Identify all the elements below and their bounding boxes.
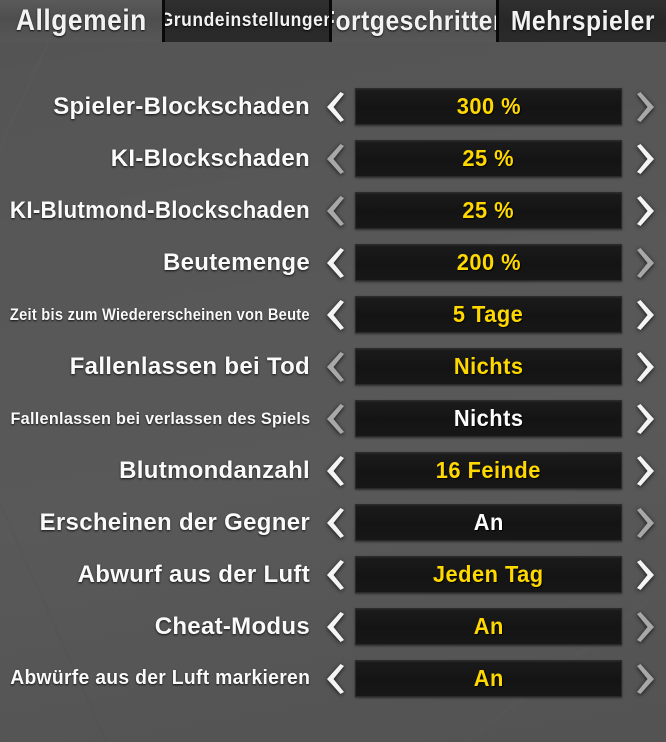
setting-value-box[interactable]: 25 % (355, 192, 622, 229)
setting-label: Zeit bis zum Wiedererscheinen von Beute (10, 305, 310, 324)
setting-row: Beutemenge 200 % (0, 244, 666, 296)
chevron-left-icon[interactable] (321, 192, 351, 229)
chevron-left-icon[interactable] (321, 660, 351, 697)
settings-list: Spieler-Blockschaden 300 % KI-Blockschaden… (0, 88, 666, 712)
setting-label: Beutemenge (162, 249, 310, 276)
chevron-right-icon[interactable] (630, 88, 660, 125)
tab-grundeinstellungen[interactable]: Grundeinstellungen (165, 0, 332, 42)
setting-row: Fallenlassen bei Tod Nichts (0, 348, 666, 400)
setting-value: An (473, 613, 504, 639)
setting-row: Abwurf aus der Luft Jeden Tag (0, 556, 666, 608)
chevron-left-icon[interactable] (321, 608, 351, 645)
tab-label: Grundeinstellungen (165, 10, 332, 31)
setting-row: Zeit bis zum Wiedererscheinen von Beute 5… (0, 296, 666, 348)
chevron-right-icon[interactable] (630, 660, 660, 697)
setting-row: KI-Blockschaden 25 % (0, 140, 666, 192)
setting-value: An (473, 665, 504, 691)
chevron-right-icon[interactable] (630, 504, 660, 541)
setting-row: KI-Blutmond-Blockschaden 25 % (0, 192, 666, 244)
setting-value: 16 Feinde (435, 457, 542, 483)
setting-value: Jeden Tag (433, 561, 544, 587)
setting-value: Nichts (453, 353, 524, 379)
setting-value-box[interactable]: Nichts (355, 348, 622, 385)
setting-value-box[interactable]: 300 % (355, 88, 622, 125)
setting-value-box[interactable]: Nichts (355, 400, 622, 437)
setting-value-box[interactable]: Jeden Tag (355, 556, 622, 593)
setting-value-box[interactable]: 16 Feinde (355, 452, 622, 489)
setting-label: KI-Blutmond-Blockschaden (10, 197, 310, 224)
setting-value-box[interactable]: An (355, 660, 622, 697)
chevron-left-icon[interactable] (321, 504, 351, 541)
tab-fortgeschritten[interactable]: Fortgeschritten (332, 0, 499, 42)
chevron-right-icon[interactable] (630, 608, 660, 645)
chevron-left-icon[interactable] (321, 140, 351, 177)
setting-value: 5 Tage (453, 301, 524, 327)
tab-bar: Allgemein GrundeinstellungenFortgeschritt… (0, 0, 666, 42)
chevron-left-icon[interactable] (321, 400, 351, 437)
setting-value-box[interactable]: An (355, 504, 622, 541)
setting-value: 25 % (462, 145, 515, 171)
setting-label: Abwürfe aus der Luft markieren (10, 667, 310, 689)
chevron-right-icon[interactable] (630, 192, 660, 229)
setting-value-box[interactable]: An (355, 608, 622, 645)
setting-value: 25 % (462, 197, 515, 223)
chevron-right-icon[interactable] (630, 400, 660, 437)
setting-label: Fallenlassen bei Tod (69, 353, 310, 380)
setting-label: Erscheinen der Gegner (39, 509, 310, 536)
tab-label: Fortgeschritten (332, 5, 499, 36)
chevron-left-icon[interactable] (321, 88, 351, 125)
chevron-right-icon[interactable] (630, 556, 660, 593)
setting-label: Cheat-Modus (154, 613, 310, 640)
setting-value: 300 % (456, 93, 521, 119)
chevron-right-icon[interactable] (630, 244, 660, 281)
setting-row: Spieler-Blockschaden 300 % (0, 88, 666, 140)
chevron-right-icon[interactable] (630, 296, 660, 333)
tab-label: Allgemein (15, 4, 147, 37)
chevron-left-icon[interactable] (321, 452, 351, 489)
setting-row: Blutmondanzahl 16 Feinde (0, 452, 666, 504)
setting-label: Abwurf aus der Luft (77, 561, 310, 588)
chevron-right-icon[interactable] (630, 452, 660, 489)
tab-allgemein[interactable]: Allgemein (0, 0, 165, 42)
setting-label: Blutmondanzahl (119, 457, 310, 484)
setting-row: Abwürfe aus der Luft markieren An (0, 660, 666, 712)
chevron-right-icon[interactable] (630, 140, 660, 177)
setting-row: Erscheinen der Gegner An (0, 504, 666, 556)
tab-label: Mehrspieler (510, 5, 655, 36)
setting-row: Fallenlassen bei verlassen des Spiels Nic… (0, 400, 666, 452)
chevron-left-icon[interactable] (321, 296, 351, 333)
setting-value-box[interactable]: 200 % (355, 244, 622, 281)
chevron-right-icon[interactable] (630, 348, 660, 385)
setting-value: An (473, 509, 504, 535)
setting-value-box[interactable]: 25 % (355, 140, 622, 177)
setting-value: 200 % (456, 249, 521, 275)
setting-label: Fallenlassen bei verlassen des Spiels (10, 409, 310, 428)
setting-value-box[interactable]: 5 Tage (355, 296, 622, 333)
setting-row: Cheat-Modus An (0, 608, 666, 660)
setting-label: Spieler-Blockschaden (53, 93, 310, 120)
setting-label: KI-Blockschaden (110, 145, 310, 172)
tab-mehrspieler[interactable]: Mehrspieler (499, 0, 666, 42)
setting-value: Nichts (453, 405, 524, 431)
chevron-left-icon[interactable] (321, 348, 351, 385)
chevron-left-icon[interactable] (321, 244, 351, 281)
chevron-left-icon[interactable] (321, 556, 351, 593)
